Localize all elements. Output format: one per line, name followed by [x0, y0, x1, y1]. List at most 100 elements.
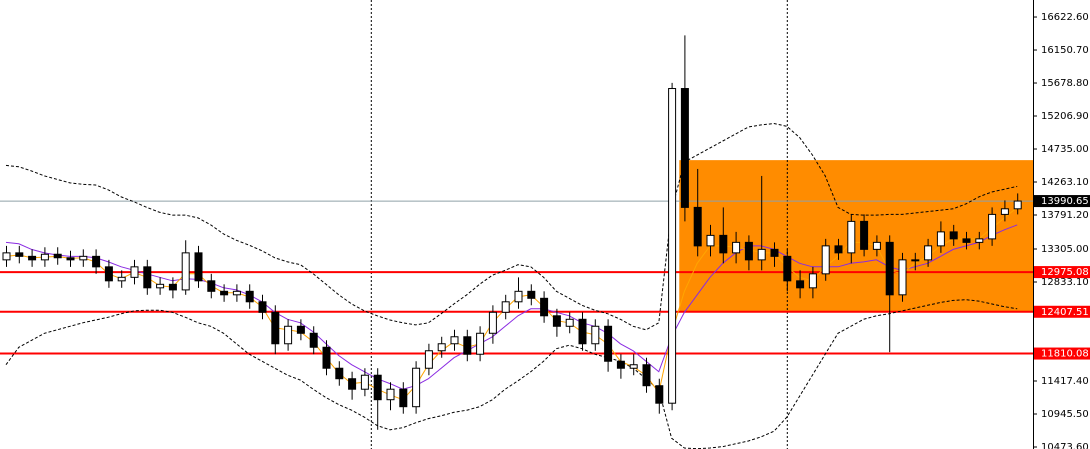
- candle-body: [693, 206, 702, 247]
- level-label-bg: [1034, 305, 1090, 318]
- candle-body: [604, 325, 613, 362]
- candle-body: [975, 238, 984, 243]
- candle-body: [885, 241, 894, 296]
- candle-body: [565, 318, 574, 327]
- candle-body: [117, 276, 126, 282]
- candle-body: [552, 315, 561, 327]
- candle-body: [232, 290, 241, 296]
- y-tick-label: 10945.50: [1041, 409, 1089, 420]
- y-tick-label: 16622.60: [1041, 12, 1089, 23]
- candle-body: [143, 266, 152, 289]
- candle-body: [258, 301, 267, 313]
- indicator-line: [5, 224, 1018, 390]
- candle-body: [194, 252, 203, 282]
- candle-body: [821, 245, 830, 275]
- candle-body: [744, 241, 753, 261]
- candle-body: [1013, 200, 1022, 210]
- candle-body: [322, 346, 331, 369]
- candle-body: [655, 385, 664, 404]
- candle-body: [834, 245, 843, 254]
- candle-body: [2, 252, 11, 261]
- candle-body: [92, 255, 101, 268]
- candle-body: [53, 253, 62, 259]
- candle-body: [386, 388, 395, 401]
- candle-body: [936, 231, 945, 247]
- candle-body: [796, 280, 805, 289]
- candle-body: [578, 318, 587, 345]
- candle-body: [719, 234, 728, 254]
- candle-body: [591, 325, 600, 345]
- candle-body: [168, 283, 177, 291]
- candle-body: [808, 273, 817, 289]
- candle-body: [962, 238, 971, 243]
- level-label-bg: [1034, 266, 1090, 279]
- candle-body: [898, 259, 907, 296]
- y-tick-label: 12833.10: [1041, 277, 1089, 288]
- candle-body: [437, 343, 446, 352]
- candle-body: [309, 332, 318, 348]
- candle-body: [501, 301, 510, 313]
- y-tick-label: 13305.00: [1041, 244, 1089, 255]
- candle-body: [360, 374, 369, 390]
- y-tick-label: 14263.10: [1041, 177, 1089, 188]
- candle-body: [476, 332, 485, 355]
- y-tick-label: 14735.00: [1041, 144, 1089, 155]
- current-price-label: 13990.65: [1041, 196, 1089, 207]
- candle-body: [514, 290, 523, 303]
- candle-body: [271, 311, 280, 345]
- candle-body: [130, 266, 139, 278]
- candle-body: [680, 88, 689, 208]
- candle-body: [860, 220, 869, 250]
- range-box: [679, 160, 1033, 312]
- candle-body: [706, 234, 715, 247]
- candle-body: [220, 290, 229, 296]
- candle-body: [668, 88, 677, 404]
- candle-body: [988, 213, 997, 240]
- candle-body: [156, 283, 165, 289]
- candle-body: [949, 231, 958, 240]
- candle-body: [847, 220, 856, 254]
- candle-body: [540, 297, 549, 317]
- candle-body: [104, 266, 113, 282]
- candle-body: [296, 325, 305, 334]
- level-label: 12975.08: [1041, 267, 1089, 278]
- candle-body: [616, 360, 625, 369]
- y-tick-label: 15206.90: [1041, 111, 1089, 122]
- candle-body: [924, 245, 933, 261]
- candle-body: [79, 255, 88, 261]
- candle-body: [1000, 208, 1009, 215]
- y-tick-label: 10473.60: [1041, 442, 1089, 449]
- level-label: 11810.08: [1041, 349, 1089, 360]
- candle-body: [911, 259, 920, 262]
- y-tick-label: 13791.20: [1041, 210, 1089, 221]
- level-label: 12407.51: [1041, 307, 1089, 318]
- candle-body: [642, 364, 651, 387]
- candle-body: [15, 252, 24, 257]
- level-label-bg: [1034, 347, 1090, 360]
- candle-body: [770, 248, 779, 257]
- plot-area: [0, 0, 1033, 449]
- current-price-label-bg: [1034, 195, 1090, 208]
- indicator-line: [5, 299, 1018, 449]
- y-tick-label: 15678.80: [1041, 78, 1089, 89]
- candle-body: [424, 350, 433, 369]
- candle-body: [207, 280, 216, 292]
- candle-body: [629, 364, 638, 369]
- candle-body: [28, 255, 37, 261]
- candle-body: [348, 378, 357, 390]
- candle-body: [872, 241, 881, 250]
- candle-body: [66, 257, 75, 261]
- y-tick-label: 16150.70: [1041, 45, 1089, 56]
- candle-body: [783, 255, 792, 282]
- candle-body: [40, 253, 49, 261]
- candle-body: [245, 290, 254, 303]
- candle-body: [757, 248, 766, 261]
- candle-body: [181, 252, 190, 291]
- candle-body: [373, 374, 382, 401]
- candle-body: [335, 367, 344, 380]
- candle-body: [450, 336, 459, 345]
- candle-body: [284, 325, 293, 345]
- y-tick-label: 11417.40: [1041, 376, 1089, 387]
- candle-body: [732, 241, 741, 254]
